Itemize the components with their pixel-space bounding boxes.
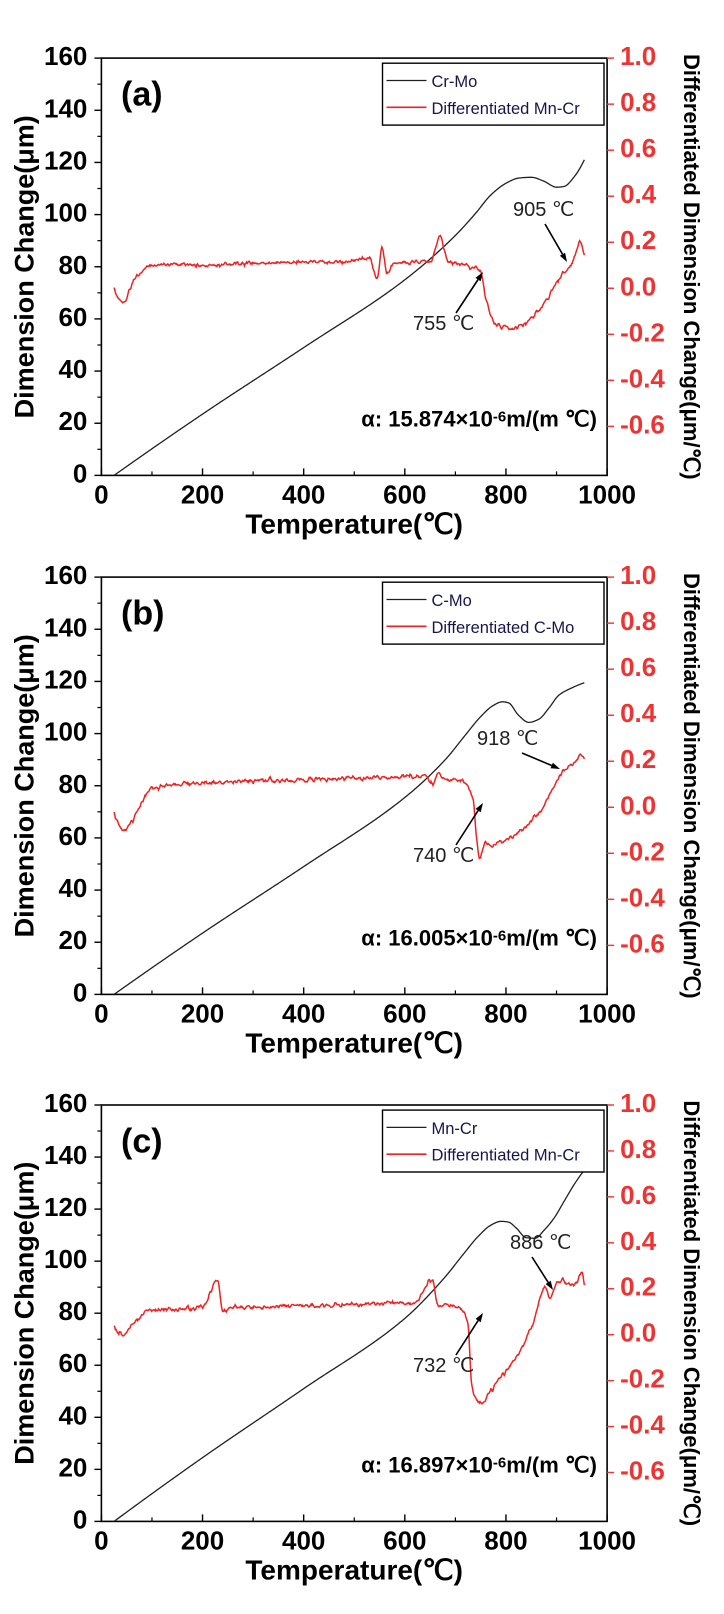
svg-text:1000: 1000 — [578, 998, 636, 1028]
svg-text:0.8: 0.8 — [620, 1134, 656, 1164]
svg-text:160: 160 — [44, 1088, 87, 1118]
svg-text:600: 600 — [383, 479, 426, 509]
svg-text:120: 120 — [44, 664, 87, 694]
svg-text:Differentiated C-Mo: Differentiated C-Mo — [432, 619, 575, 637]
svg-text:0.0: 0.0 — [620, 1318, 656, 1348]
svg-text:600: 600 — [383, 998, 426, 1028]
svg-text:Differentiated Dimension Chang: Differentiated Dimension Change(μm/℃) — [679, 54, 704, 480]
svg-text:-0.6: -0.6 — [620, 409, 665, 439]
svg-text:Differentiated Dimension Chang: Differentiated Dimension Change(μm/℃) — [679, 573, 704, 999]
svg-text:40: 40 — [58, 1400, 87, 1430]
svg-text:740 ℃: 740 ℃ — [413, 845, 474, 867]
svg-text:886 ℃: 886 ℃ — [510, 1232, 571, 1254]
svg-text:100: 100 — [44, 717, 87, 747]
svg-text:120: 120 — [44, 1192, 87, 1222]
svg-text:160: 160 — [44, 41, 87, 71]
svg-text:1.0: 1.0 — [620, 41, 656, 71]
svg-text:1.0: 1.0 — [620, 1088, 656, 1118]
svg-text:0.2: 0.2 — [620, 225, 656, 255]
svg-text:Differentiated Mn-Cr: Differentiated Mn-Cr — [432, 1147, 581, 1165]
svg-text:Dimension Change(μm): Dimension Change(μm) — [9, 634, 39, 937]
svg-text:0.8: 0.8 — [620, 87, 656, 117]
svg-text:-0.2: -0.2 — [620, 317, 665, 347]
svg-text:0: 0 — [94, 479, 108, 509]
svg-text:60: 60 — [58, 1348, 87, 1378]
svg-text:80: 80 — [58, 1296, 87, 1326]
svg-text:-0.4: -0.4 — [620, 363, 665, 393]
svg-text:140: 140 — [44, 93, 87, 123]
svg-text:100: 100 — [44, 1244, 87, 1274]
svg-text:0.0: 0.0 — [620, 271, 656, 301]
svg-text:α: 16.897×10-6m/(m ℃): α: 16.897×10-6m/(m ℃) — [361, 1452, 597, 1477]
svg-text:800: 800 — [484, 1525, 527, 1555]
svg-text:Mn-Cr: Mn-Cr — [432, 1120, 478, 1138]
svg-text:0.4: 0.4 — [620, 1226, 657, 1256]
svg-text:Differentiated Mn-Cr: Differentiated Mn-Cr — [432, 100, 581, 118]
svg-text:918 ℃: 918 ℃ — [477, 728, 538, 750]
svg-text:Cr-Mo: Cr-Mo — [432, 73, 478, 91]
svg-text:-0.2: -0.2 — [620, 836, 665, 866]
svg-text:100: 100 — [44, 198, 87, 228]
svg-text:Temperature(℃): Temperature(℃) — [245, 508, 463, 539]
svg-text:-0.2: -0.2 — [620, 1364, 665, 1394]
svg-text:-0.4: -0.4 — [620, 1410, 665, 1440]
svg-text:0.6: 0.6 — [620, 133, 656, 163]
svg-text:400: 400 — [282, 479, 325, 509]
svg-text:0.4: 0.4 — [620, 698, 657, 728]
svg-text:755 ℃: 755 ℃ — [413, 313, 474, 335]
svg-text:0.8: 0.8 — [620, 606, 656, 636]
svg-text:0.6: 0.6 — [620, 1180, 656, 1210]
svg-text:Dimension Change(μm): Dimension Change(μm) — [9, 115, 39, 418]
svg-text:0: 0 — [94, 998, 108, 1028]
svg-text:905 ℃: 905 ℃ — [513, 199, 574, 221]
svg-text:800: 800 — [484, 479, 527, 509]
svg-text:20: 20 — [58, 1452, 87, 1482]
svg-text:140: 140 — [44, 612, 87, 642]
svg-text:C-Mo: C-Mo — [432, 592, 472, 610]
svg-text:200: 200 — [181, 479, 224, 509]
svg-text:Dimension Change(μm): Dimension Change(μm) — [9, 1162, 39, 1465]
svg-text:40: 40 — [58, 873, 87, 903]
svg-text:732 ℃: 732 ℃ — [413, 1355, 474, 1377]
svg-text:0.0: 0.0 — [620, 790, 656, 820]
svg-text:20: 20 — [58, 925, 87, 955]
svg-text:1.0: 1.0 — [620, 560, 656, 590]
svg-text:60: 60 — [58, 302, 87, 332]
svg-text:80: 80 — [58, 769, 87, 799]
svg-text:400: 400 — [282, 1525, 325, 1555]
svg-text:0: 0 — [94, 1525, 108, 1555]
svg-text:800: 800 — [484, 998, 527, 1028]
svg-text:600: 600 — [383, 1525, 426, 1555]
svg-text:200: 200 — [181, 1525, 224, 1555]
svg-text:60: 60 — [58, 821, 87, 851]
svg-text:0: 0 — [73, 977, 87, 1007]
svg-text:Differentiated Dimension Chang: Differentiated Dimension Change(μm/℃) — [679, 1100, 704, 1526]
svg-text:120: 120 — [44, 145, 87, 175]
svg-text:Temperature(℃): Temperature(℃) — [245, 1027, 463, 1058]
svg-text:(a): (a) — [121, 76, 163, 114]
svg-text:0: 0 — [73, 1504, 87, 1534]
svg-text:0.6: 0.6 — [620, 652, 656, 682]
svg-text:40: 40 — [58, 354, 87, 384]
svg-text:-0.6: -0.6 — [620, 928, 665, 958]
svg-text:0.2: 0.2 — [620, 1272, 656, 1302]
svg-text:-0.6: -0.6 — [620, 1456, 665, 1486]
svg-text:140: 140 — [44, 1140, 87, 1170]
svg-text:160: 160 — [44, 560, 87, 590]
svg-text:0.2: 0.2 — [620, 744, 656, 774]
svg-text:0.4: 0.4 — [620, 179, 657, 209]
svg-text:(b): (b) — [121, 595, 164, 633]
svg-text:200: 200 — [181, 998, 224, 1028]
svg-text:0: 0 — [73, 458, 87, 488]
svg-text:80: 80 — [58, 250, 87, 280]
svg-text:Temperature(℃): Temperature(℃) — [245, 1554, 463, 1585]
svg-text:400: 400 — [282, 998, 325, 1028]
svg-text:(c): (c) — [121, 1123, 163, 1161]
svg-text:1000: 1000 — [578, 479, 636, 509]
svg-text:α: 15.874×10-6m/(m ℃): α: 15.874×10-6m/(m ℃) — [361, 406, 597, 431]
svg-text:-0.4: -0.4 — [620, 882, 665, 912]
svg-text:α: 16.005×10-6m/(m ℃): α: 16.005×10-6m/(m ℃) — [361, 925, 597, 950]
svg-text:20: 20 — [58, 406, 87, 436]
svg-text:1000: 1000 — [578, 1525, 636, 1555]
